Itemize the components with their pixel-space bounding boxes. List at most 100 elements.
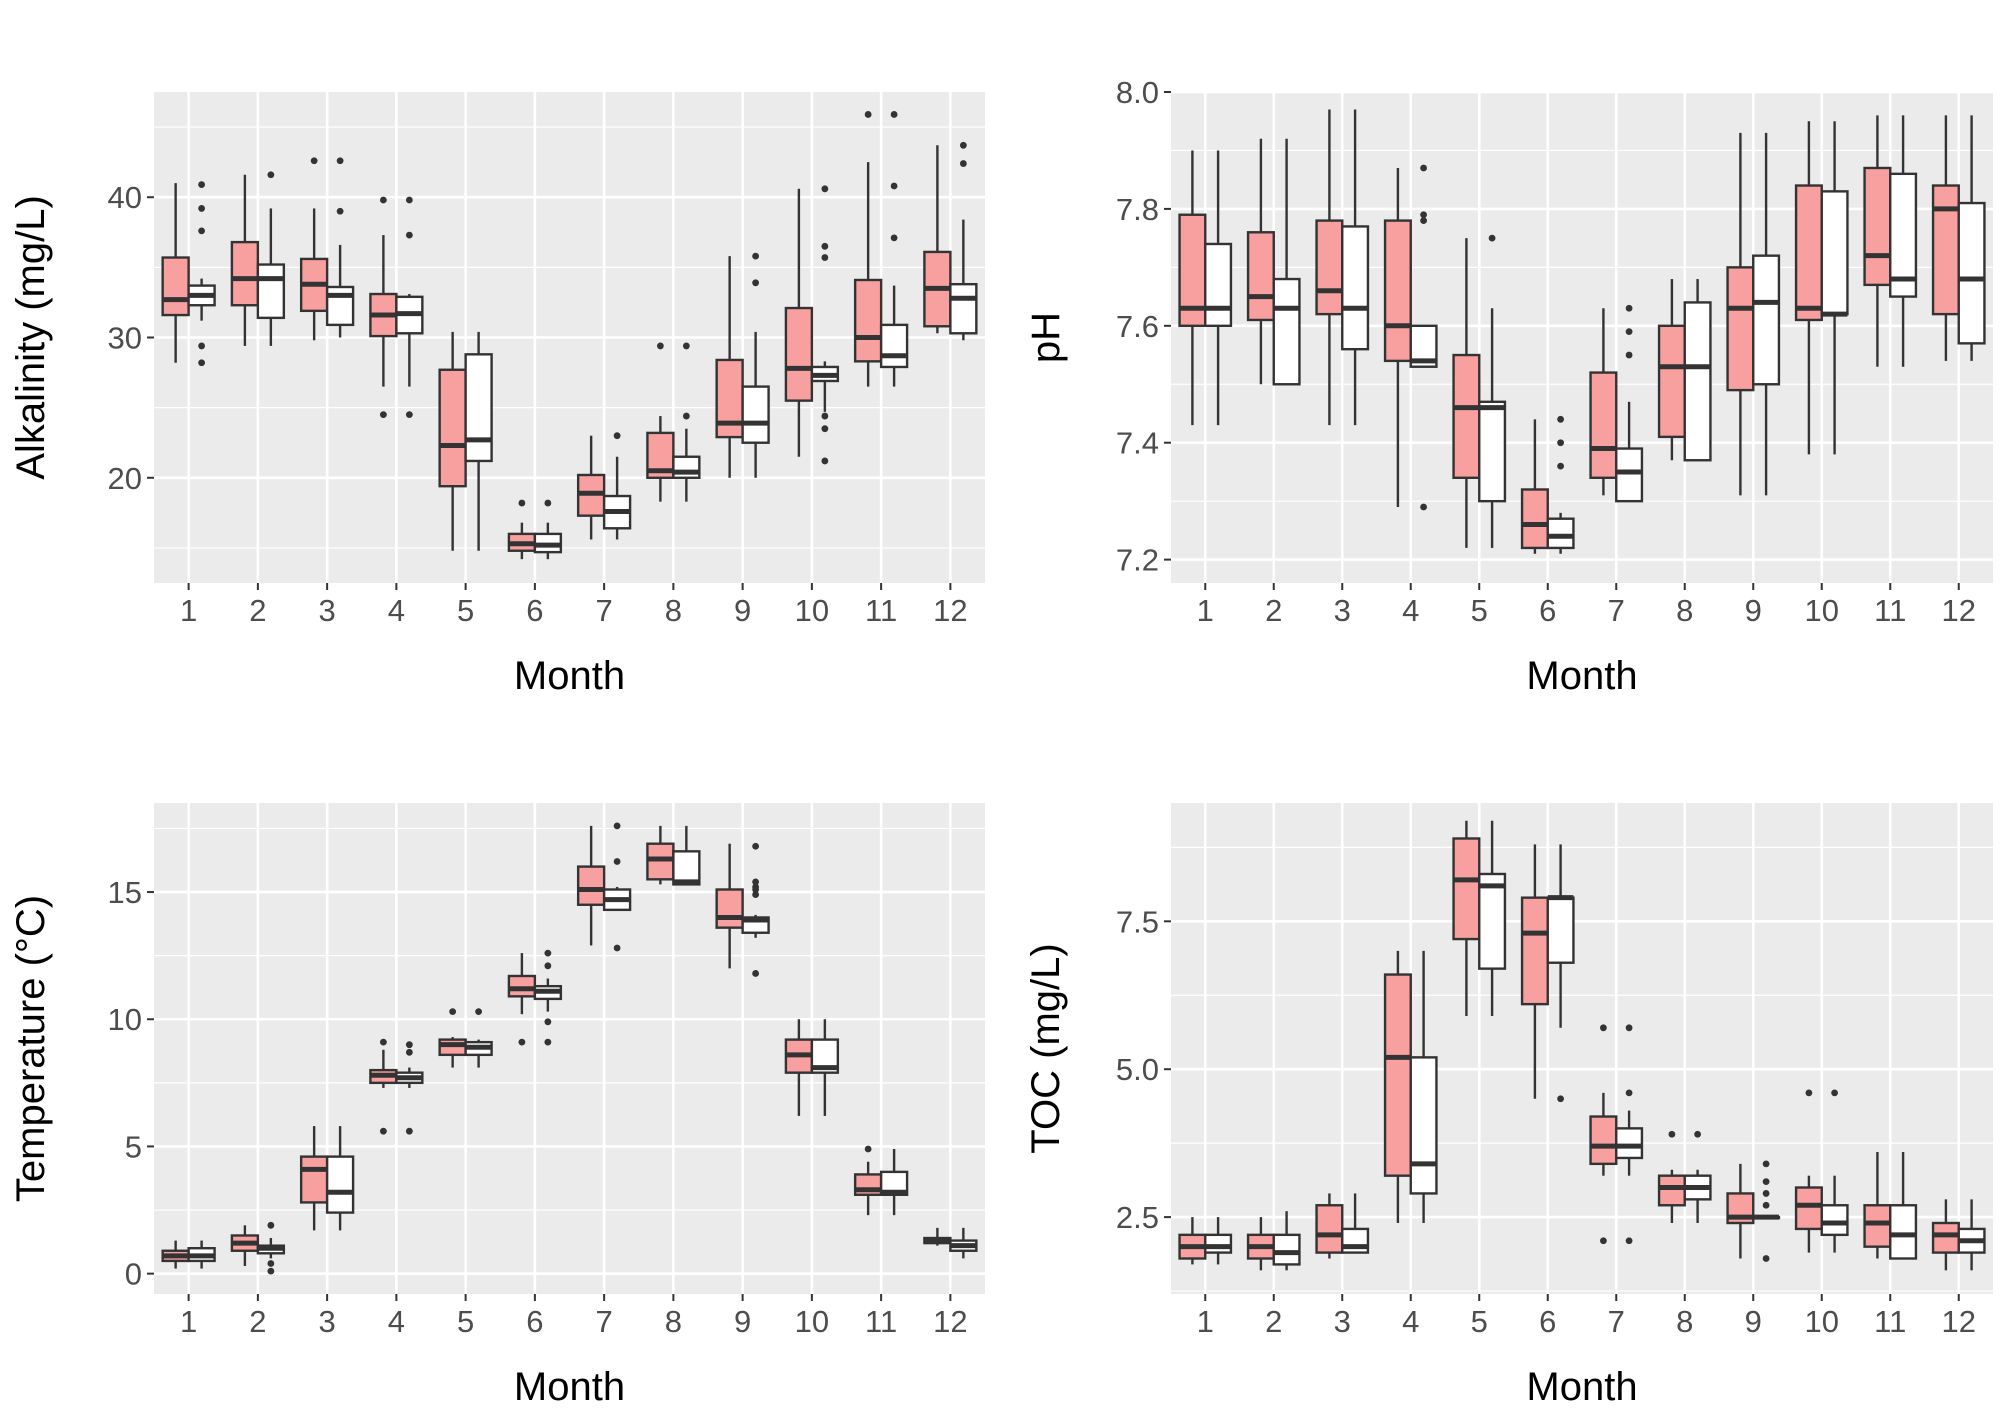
y-axis-title: TOC (mg/L) — [1024, 943, 1068, 1153]
outlier-point — [1600, 1237, 1607, 1245]
outlier-point — [544, 1038, 552, 1046]
outlier-point — [405, 411, 413, 419]
box-month-11 — [1889, 115, 1918, 367]
outlier-point — [336, 207, 344, 215]
iqr-box — [1315, 1204, 1344, 1254]
x-tick-label: 3 — [1334, 593, 1351, 628]
x-tick-label: 2 — [1265, 1304, 1282, 1339]
outlier-point — [1488, 234, 1496, 242]
x-tick-label: 1 — [180, 593, 197, 628]
x-tick-label: 11 — [865, 1304, 897, 1339]
outlier-point — [544, 962, 552, 970]
outlier-point — [752, 970, 760, 977]
box-month-2 — [230, 174, 260, 346]
box-month-4 — [395, 1041, 424, 1135]
box-month-6 — [533, 499, 563, 560]
iqr-box — [715, 888, 744, 929]
outlier-point — [890, 111, 898, 118]
box-month-8 — [1657, 1130, 1686, 1224]
box-month-8 — [672, 342, 701, 502]
x-tick-label: 7 — [596, 1304, 613, 1339]
box-month-6 — [507, 499, 537, 560]
iqr-box — [1863, 1204, 1892, 1248]
x-tick-label: 6 — [526, 1304, 543, 1339]
iqr-box — [853, 278, 883, 363]
outlier-point — [1557, 462, 1564, 470]
x-tick-label: 3 — [319, 593, 336, 628]
series-1 — [161, 111, 952, 560]
outlier-point — [518, 1038, 526, 1046]
box-month-6 — [1546, 844, 1575, 1103]
box-month-11 — [1889, 1152, 1918, 1260]
iqr-box — [1794, 184, 1823, 322]
x-tick-label: 11 — [1874, 1304, 1906, 1339]
outlier-point — [449, 1008, 457, 1016]
box-month-10 — [784, 188, 814, 457]
outlier-point — [405, 196, 413, 204]
outlier-point — [267, 1221, 275, 1229]
outlier-point — [613, 822, 621, 830]
outlier-point — [1762, 1178, 1770, 1186]
x-tick-label: 10 — [1805, 593, 1839, 628]
outlier-point — [198, 359, 206, 367]
x-tick-label: 8 — [665, 1304, 682, 1339]
outlier-point — [1831, 1089, 1838, 1097]
iqr-box — [1204, 1233, 1233, 1254]
x-tick-label: 9 — [1745, 593, 1762, 628]
box-month-7 — [1615, 1024, 1644, 1245]
box-month-5 — [464, 1008, 493, 1068]
iqr-box — [1657, 324, 1686, 439]
x-tick-label: 8 — [1676, 1304, 1693, 1339]
y-tick-label: 7.8 — [1116, 192, 1159, 227]
x-tick-label: 11 — [1874, 593, 1906, 628]
x-tick-label: 11 — [865, 593, 897, 628]
y-tick-label: 2.5 — [1116, 1200, 1159, 1235]
box-month-6 — [1520, 844, 1549, 1099]
outlier-point — [1420, 217, 1427, 224]
box-month-8 — [672, 825, 701, 886]
box-month-9 — [1726, 132, 1755, 496]
outlier-point — [1420, 503, 1427, 511]
iqr-box — [325, 285, 355, 327]
box-month-8 — [1683, 1130, 1712, 1224]
iqr-box — [299, 1155, 329, 1204]
outlier-point — [379, 1038, 387, 1046]
y-tick-label: 30 — [108, 321, 142, 356]
outlier-point — [1625, 304, 1633, 312]
box-month-10 — [810, 185, 840, 465]
box-month-1 — [1204, 1217, 1233, 1265]
box-month-5 — [1478, 234, 1507, 548]
iqr-box — [1383, 973, 1412, 1177]
iqr-box — [576, 865, 606, 906]
box-month-12 — [1931, 115, 1960, 361]
x-tick-label: 1 — [1197, 593, 1214, 628]
outlier-point — [1557, 1095, 1564, 1103]
box-month-7 — [602, 432, 632, 540]
x-axis-title: Month — [1526, 654, 1637, 698]
iqr-box — [1589, 1115, 1618, 1166]
box-month-11 — [879, 1148, 909, 1216]
x-tick-label: 5 — [1471, 1304, 1488, 1339]
outlier-point — [544, 499, 552, 507]
outlier-point — [379, 411, 387, 419]
outlier-point — [405, 1041, 413, 1049]
box-month-9 — [715, 843, 744, 969]
iqr-box — [1615, 447, 1644, 503]
box-month-1 — [187, 1240, 216, 1269]
outlier-point — [405, 1048, 413, 1056]
outlier-point — [336, 157, 344, 165]
y-tick-label: 7.5 — [1116, 904, 1159, 939]
iqr-box — [1820, 190, 1849, 316]
box-month-9 — [1752, 1160, 1781, 1262]
x-tick-label: 4 — [388, 1304, 405, 1339]
box-month-10 — [810, 1019, 840, 1116]
box-month-2 — [1272, 138, 1301, 386]
outlier-point — [656, 342, 664, 350]
x-tick-label: 4 — [1402, 593, 1419, 628]
x-tick-label: 7 — [1608, 593, 1625, 628]
outlier-point — [518, 499, 526, 507]
x-tick-label: 9 — [734, 593, 751, 628]
